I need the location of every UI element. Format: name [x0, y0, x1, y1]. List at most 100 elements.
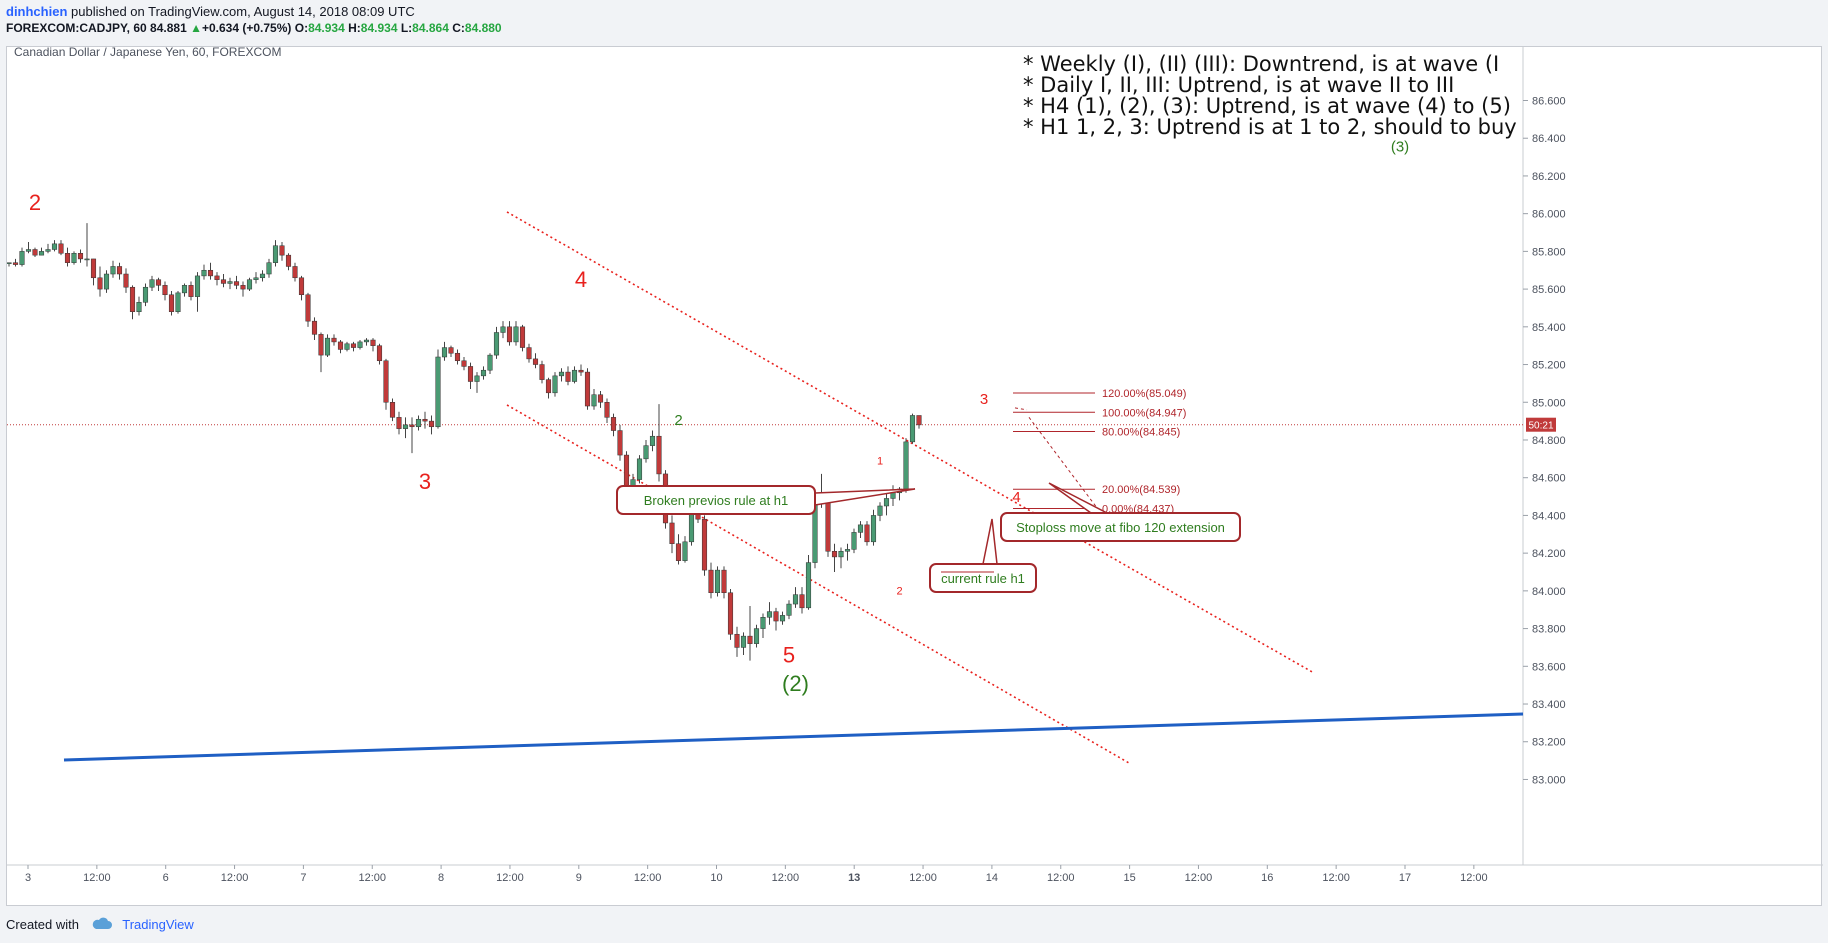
candle-body — [890, 492, 896, 499]
candle-body — [77, 253, 84, 260]
price-tick-label: 85.600 — [1532, 284, 1566, 296]
candle-body — [597, 394, 604, 403]
tradingview-link[interactable]: TradingView — [122, 917, 194, 932]
candle-body — [51, 243, 58, 250]
wave-label: 4 — [1012, 489, 1020, 506]
candle-body — [721, 569, 727, 593]
candle-body — [851, 532, 857, 550]
price-tick-label: 85.800 — [1532, 246, 1566, 258]
wave-label: 2 — [29, 190, 41, 215]
candle-body — [376, 345, 383, 362]
callout-box — [929, 563, 1037, 593]
candle-body — [227, 281, 233, 284]
candle-body — [84, 258, 90, 261]
price-tick-label: 84.400 — [1532, 510, 1566, 522]
candle-body — [552, 375, 558, 394]
candle-body — [25, 249, 32, 252]
candle-body — [578, 369, 584, 373]
fib-level-label: 0.00%(84.437) — [1102, 503, 1174, 515]
fib-level-label: 20.00%(84.539) — [1102, 484, 1180, 496]
candle-body — [240, 285, 246, 290]
candle-body — [149, 279, 155, 288]
candle-body — [610, 417, 617, 431]
wave-label: 4 — [575, 267, 587, 292]
candle-body — [565, 371, 571, 382]
author-link[interactable]: dinhchien — [6, 4, 68, 19]
price-tick-label: 83.400 — [1532, 699, 1566, 711]
time-tick-label: 12:00 — [1460, 872, 1488, 884]
price-tick-label: 83.800 — [1532, 624, 1566, 636]
candle-body — [272, 245, 279, 263]
candle-body — [539, 364, 545, 380]
wave-label: 2 — [674, 412, 682, 429]
candle-body — [435, 356, 441, 428]
time-tick-label: 12:00 — [496, 872, 524, 884]
time-tick-label: 16 — [1261, 872, 1273, 884]
note-line: * Daily I, II, III: Uptrend, is at wave … — [1023, 73, 1454, 97]
candle-body — [441, 347, 448, 358]
candle-body — [454, 352, 461, 362]
time-tick-label: 10 — [710, 872, 722, 884]
candle-body — [467, 366, 474, 382]
candle-body — [188, 285, 194, 297]
candle-body — [701, 518, 708, 571]
wave-label: 5 — [783, 643, 795, 668]
candle-body — [805, 562, 812, 609]
fib-projection-line — [1014, 407, 1028, 411]
candle-body — [656, 435, 662, 475]
price-tick-label: 83.200 — [1532, 737, 1566, 749]
time-tick-label: 8 — [438, 872, 444, 884]
price-tick-label: 83.600 — [1532, 661, 1566, 673]
high-label: H: — [348, 21, 361, 35]
candle-body — [90, 258, 97, 279]
time-tick-label: 12:00 — [1322, 872, 1350, 884]
candle-body — [201, 269, 207, 277]
symbol-info: FOREXCOM:CADJPY, 60 84.881 ▲+0.634 (+0.7… — [6, 20, 502, 37]
symbol-label: FOREXCOM:CADJPY, 60 — [6, 21, 147, 35]
blue-trend-line — [63, 712, 1524, 762]
candle-body — [643, 445, 649, 460]
price-tick-label: 83.000 — [1532, 774, 1566, 786]
candle-body — [786, 603, 792, 616]
time-tick-label: 12:00 — [1185, 872, 1213, 884]
time-tick-label: 6 — [163, 872, 169, 884]
callout: Broken previos rule at h1 — [616, 485, 916, 515]
candle-body — [259, 273, 266, 279]
low-label: L: — [400, 21, 413, 35]
note-line: * Weekly (I), (II) (III): Downtrend, is … — [1023, 52, 1499, 76]
candle-body — [526, 347, 532, 360]
candle-body — [337, 341, 344, 350]
candle-body — [298, 277, 305, 296]
callout-box — [1000, 512, 1241, 542]
candle-body — [415, 418, 422, 428]
callout-text: Stoploss move at fibo 120 extension — [1016, 520, 1225, 535]
time-tick-label: 12:00 — [83, 872, 111, 884]
candle-body — [175, 292, 181, 312]
candle-body — [422, 418, 428, 422]
candle-body — [116, 266, 123, 275]
fib-level-label: 100.00%(84.947) — [1102, 407, 1186, 419]
time-tick-label: 14 — [986, 872, 998, 884]
candlestick-chart[interactable]: 86.600 86.400 86.200 86.000 85.800 85.600 85.4… — [7, 47, 1823, 907]
candle-body — [38, 251, 45, 256]
candle-body — [474, 375, 480, 382]
candle-body — [591, 394, 597, 407]
candle-body — [857, 524, 864, 533]
candle-body — [318, 334, 324, 356]
chart-frame[interactable]: 86.600 86.400 86.200 86.000 85.800 85.600 85.4… — [6, 46, 1823, 907]
callout-text: current rule h1 — [941, 571, 1025, 586]
candle-body — [214, 275, 220, 280]
candle-body — [792, 594, 799, 605]
candle-body — [909, 415, 916, 443]
time-tick-label: 12:00 — [358, 872, 386, 884]
time-tick-label: 12:00 — [909, 872, 937, 884]
candle-body — [324, 337, 331, 356]
candle-body — [110, 266, 116, 275]
candle-body — [903, 441, 909, 490]
candle-body — [350, 343, 357, 348]
candle-body — [500, 326, 506, 333]
chart-title: Canadian Dollar / Japanese Yen, 60, FORE… — [14, 47, 281, 59]
candle-body — [714, 569, 721, 593]
callout-pointer — [982, 518, 998, 565]
candle-body — [123, 273, 129, 288]
